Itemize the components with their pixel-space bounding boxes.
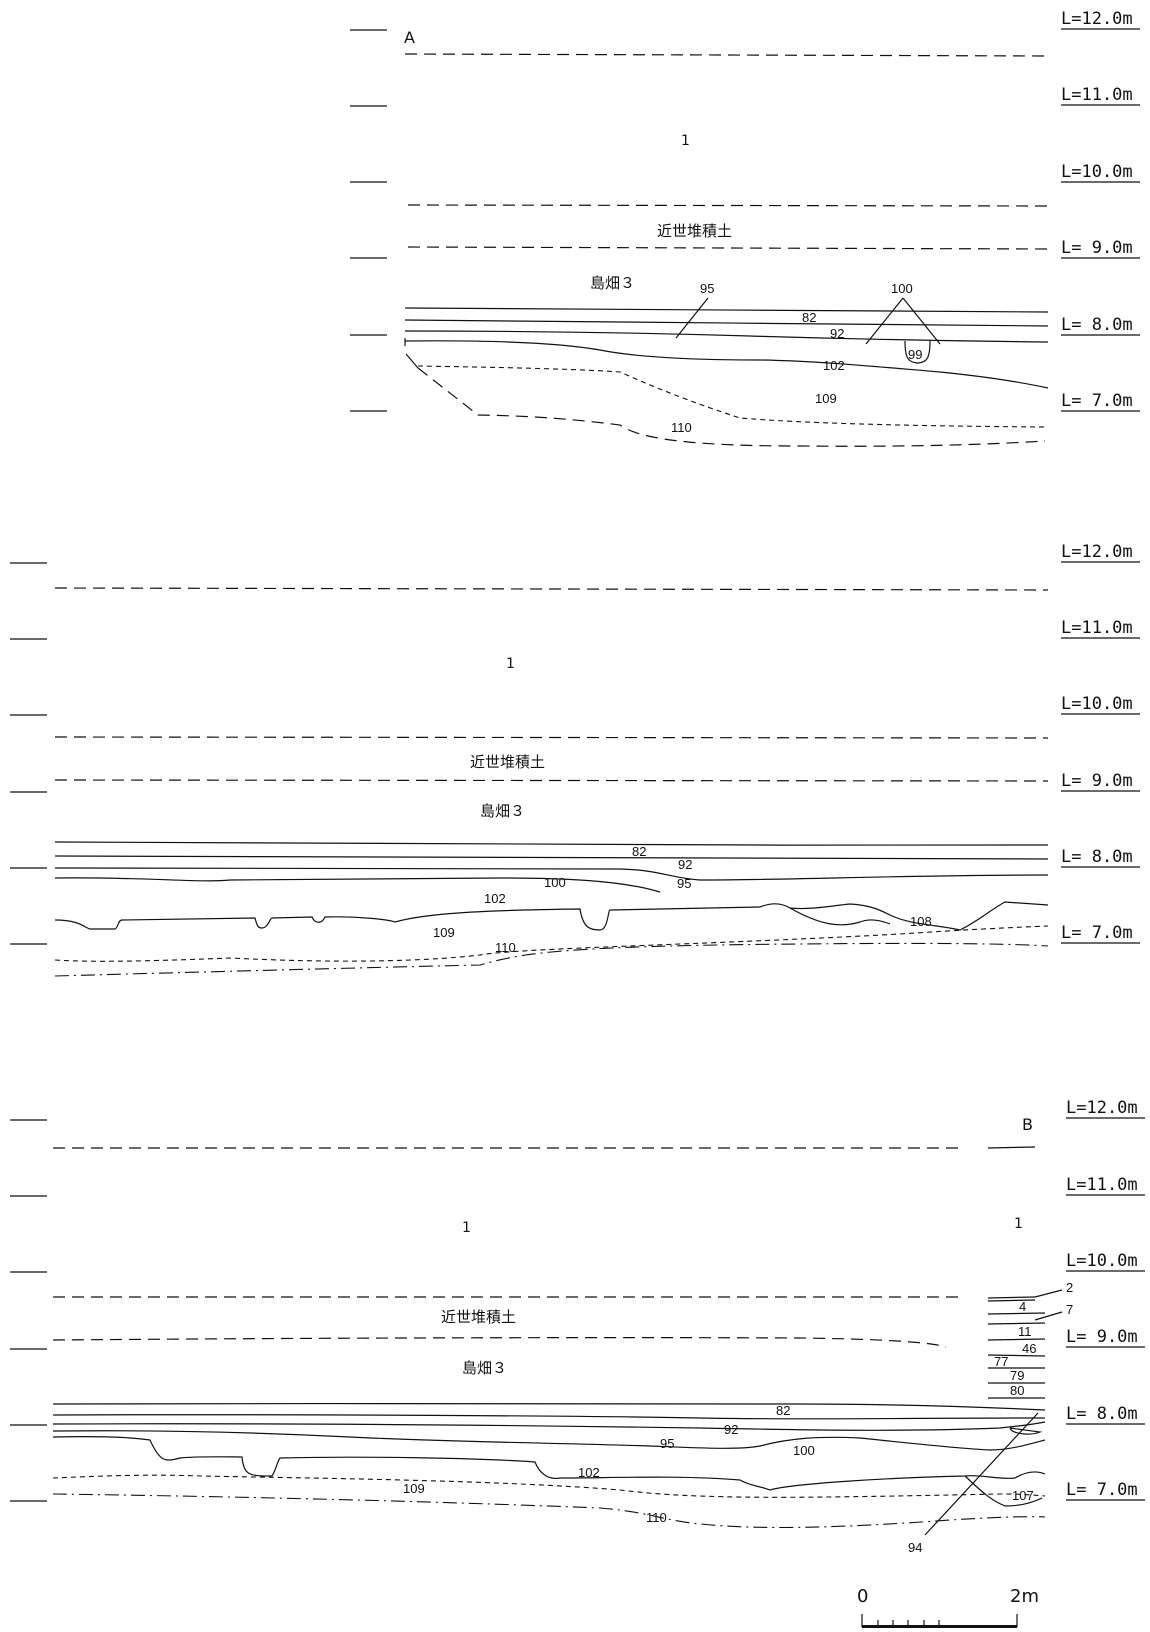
scale-bar: 0 2m [857, 1586, 1039, 1628]
stratum-edo-label: 近世堆積土 [441, 1308, 516, 1326]
elevation-labels-right: L=12.0m L=11.0m L=10.0m L= 9.0m L= 8.0m … [1061, 9, 1140, 412]
layer-label-82: 82 [802, 310, 816, 325]
point-b-label: B [1022, 1115, 1033, 1134]
stratum-field-label: 島畑３ [462, 1359, 507, 1377]
layer-label-82: 82 [776, 1403, 790, 1418]
level-label-9m: L= 9.0m [1066, 1327, 1138, 1347]
layer-label-100: 100 [891, 281, 913, 296]
level-label-9m: L= 9.0m [1061, 771, 1133, 791]
layer-label-110: 110 [671, 420, 692, 435]
layer-label-100: 100 [793, 1443, 815, 1458]
layer-label-79: 79 [1010, 1368, 1024, 1383]
layer-label-109: 109 [433, 925, 455, 940]
layer-label-110: 110 [495, 940, 516, 955]
layer-label-109: 109 [403, 1481, 425, 1496]
level-label-10m: L=10.0m [1066, 1251, 1138, 1271]
stratum-field-label: 島畑３ [590, 274, 635, 292]
level-label-10m: L=10.0m [1061, 162, 1133, 182]
layer-label-100: 100 [544, 875, 566, 890]
layer-label-46: 46 [1022, 1341, 1036, 1356]
layer-label-92: 92 [724, 1422, 738, 1437]
layer-label-94: 94 [908, 1540, 922, 1555]
scale-start-label: 0 [857, 1586, 868, 1607]
level-label-8m: L= 8.0m [1066, 1404, 1138, 1424]
level-label-10m: L=10.0m [1061, 694, 1133, 714]
section-panel-2: L=12.0m L=11.0m L=10.0m L= 9.0m L= 8.0m … [10, 542, 1140, 977]
scale-end-label: 2m [1010, 1586, 1039, 1607]
level-label-11m: L=11.0m [1061, 85, 1133, 105]
layer-label-77: 77 [994, 1354, 1008, 1369]
layer-label-95: 95 [700, 281, 714, 296]
layer-label-110: 110 [646, 1510, 667, 1525]
layer-label-102: 102 [484, 891, 506, 906]
stratum-edo-label: 近世堆積土 [470, 753, 545, 771]
level-label-8m: L= 8.0m [1061, 847, 1133, 867]
layer-label-80: 80 [1010, 1383, 1024, 1398]
layer-label-2: 2 [1066, 1280, 1073, 1295]
stratum-field-label: 島畑３ [480, 802, 525, 820]
section-panel-3: L=12.0m L=11.0m L=10.0m L= 9.0m L= 8.0m … [10, 1098, 1145, 1555]
level-label-11m: L=11.0m [1066, 1175, 1138, 1195]
stratum-edo-label: 近世堆積土 [657, 222, 732, 240]
level-label-8m: L= 8.0m [1061, 315, 1133, 335]
layer-label-92: 92 [678, 857, 692, 872]
layer-label-109: 109 [815, 391, 837, 406]
layer-label-95: 95 [677, 876, 691, 891]
layer-label-7: 7 [1066, 1302, 1073, 1317]
level-label-9m: L= 9.0m [1061, 238, 1133, 258]
layer-label-102: 102 [578, 1465, 600, 1480]
level-label-7m: L= 7.0m [1066, 1480, 1138, 1500]
layer-label-99: 99 [908, 347, 922, 362]
right-edge-layers [987, 1289, 1063, 1399]
stratum-1-label: 1 [462, 1220, 471, 1236]
elevation-ticks-left [10, 562, 47, 945]
layer-label-4: 4 [1019, 1299, 1026, 1314]
stratum-1-label: 1 [681, 133, 690, 149]
level-label-12m: L=12.0m [1061, 542, 1133, 562]
stratum-1-label-right: 1 [1014, 1216, 1023, 1232]
level-label-7m: L= 7.0m [1061, 391, 1133, 411]
level-label-12m: L=12.0m [1061, 9, 1133, 29]
elevation-ticks-left [10, 1119, 47, 1502]
elevation-labels-right: L=12.0m L=11.0m L=10.0m L= 9.0m L= 8.0m … [1061, 542, 1140, 944]
elevation-labels-right: L=12.0m L=11.0m L=10.0m L= 9.0m L= 8.0m … [1066, 1098, 1145, 1501]
section-panel-1: L=12.0m L=11.0m L=10.0m L= 9.0m L= 8.0m … [350, 9, 1140, 447]
layer-label-11: 11 [1018, 1324, 1032, 1339]
layer-label-108: 108 [910, 914, 932, 929]
stratum-1-label: 1 [506, 656, 515, 672]
layer-label-107: 107 [1012, 1488, 1034, 1503]
level-label-11m: L=11.0m [1061, 618, 1133, 638]
layer-label-92: 92 [830, 326, 844, 341]
point-a-label: A [404, 28, 415, 47]
level-label-12m: L=12.0m [1066, 1098, 1138, 1118]
level-label-7m: L= 7.0m [1061, 923, 1133, 943]
elevation-ticks-left [350, 29, 387, 412]
layer-label-95: 95 [660, 1436, 674, 1451]
layer-label-82: 82 [632, 844, 646, 859]
layer-label-102: 102 [823, 358, 845, 373]
